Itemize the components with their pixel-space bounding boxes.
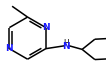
Text: N: N <box>62 42 70 51</box>
Text: N: N <box>42 23 50 32</box>
Text: H: H <box>63 39 69 48</box>
Text: N: N <box>6 44 13 53</box>
